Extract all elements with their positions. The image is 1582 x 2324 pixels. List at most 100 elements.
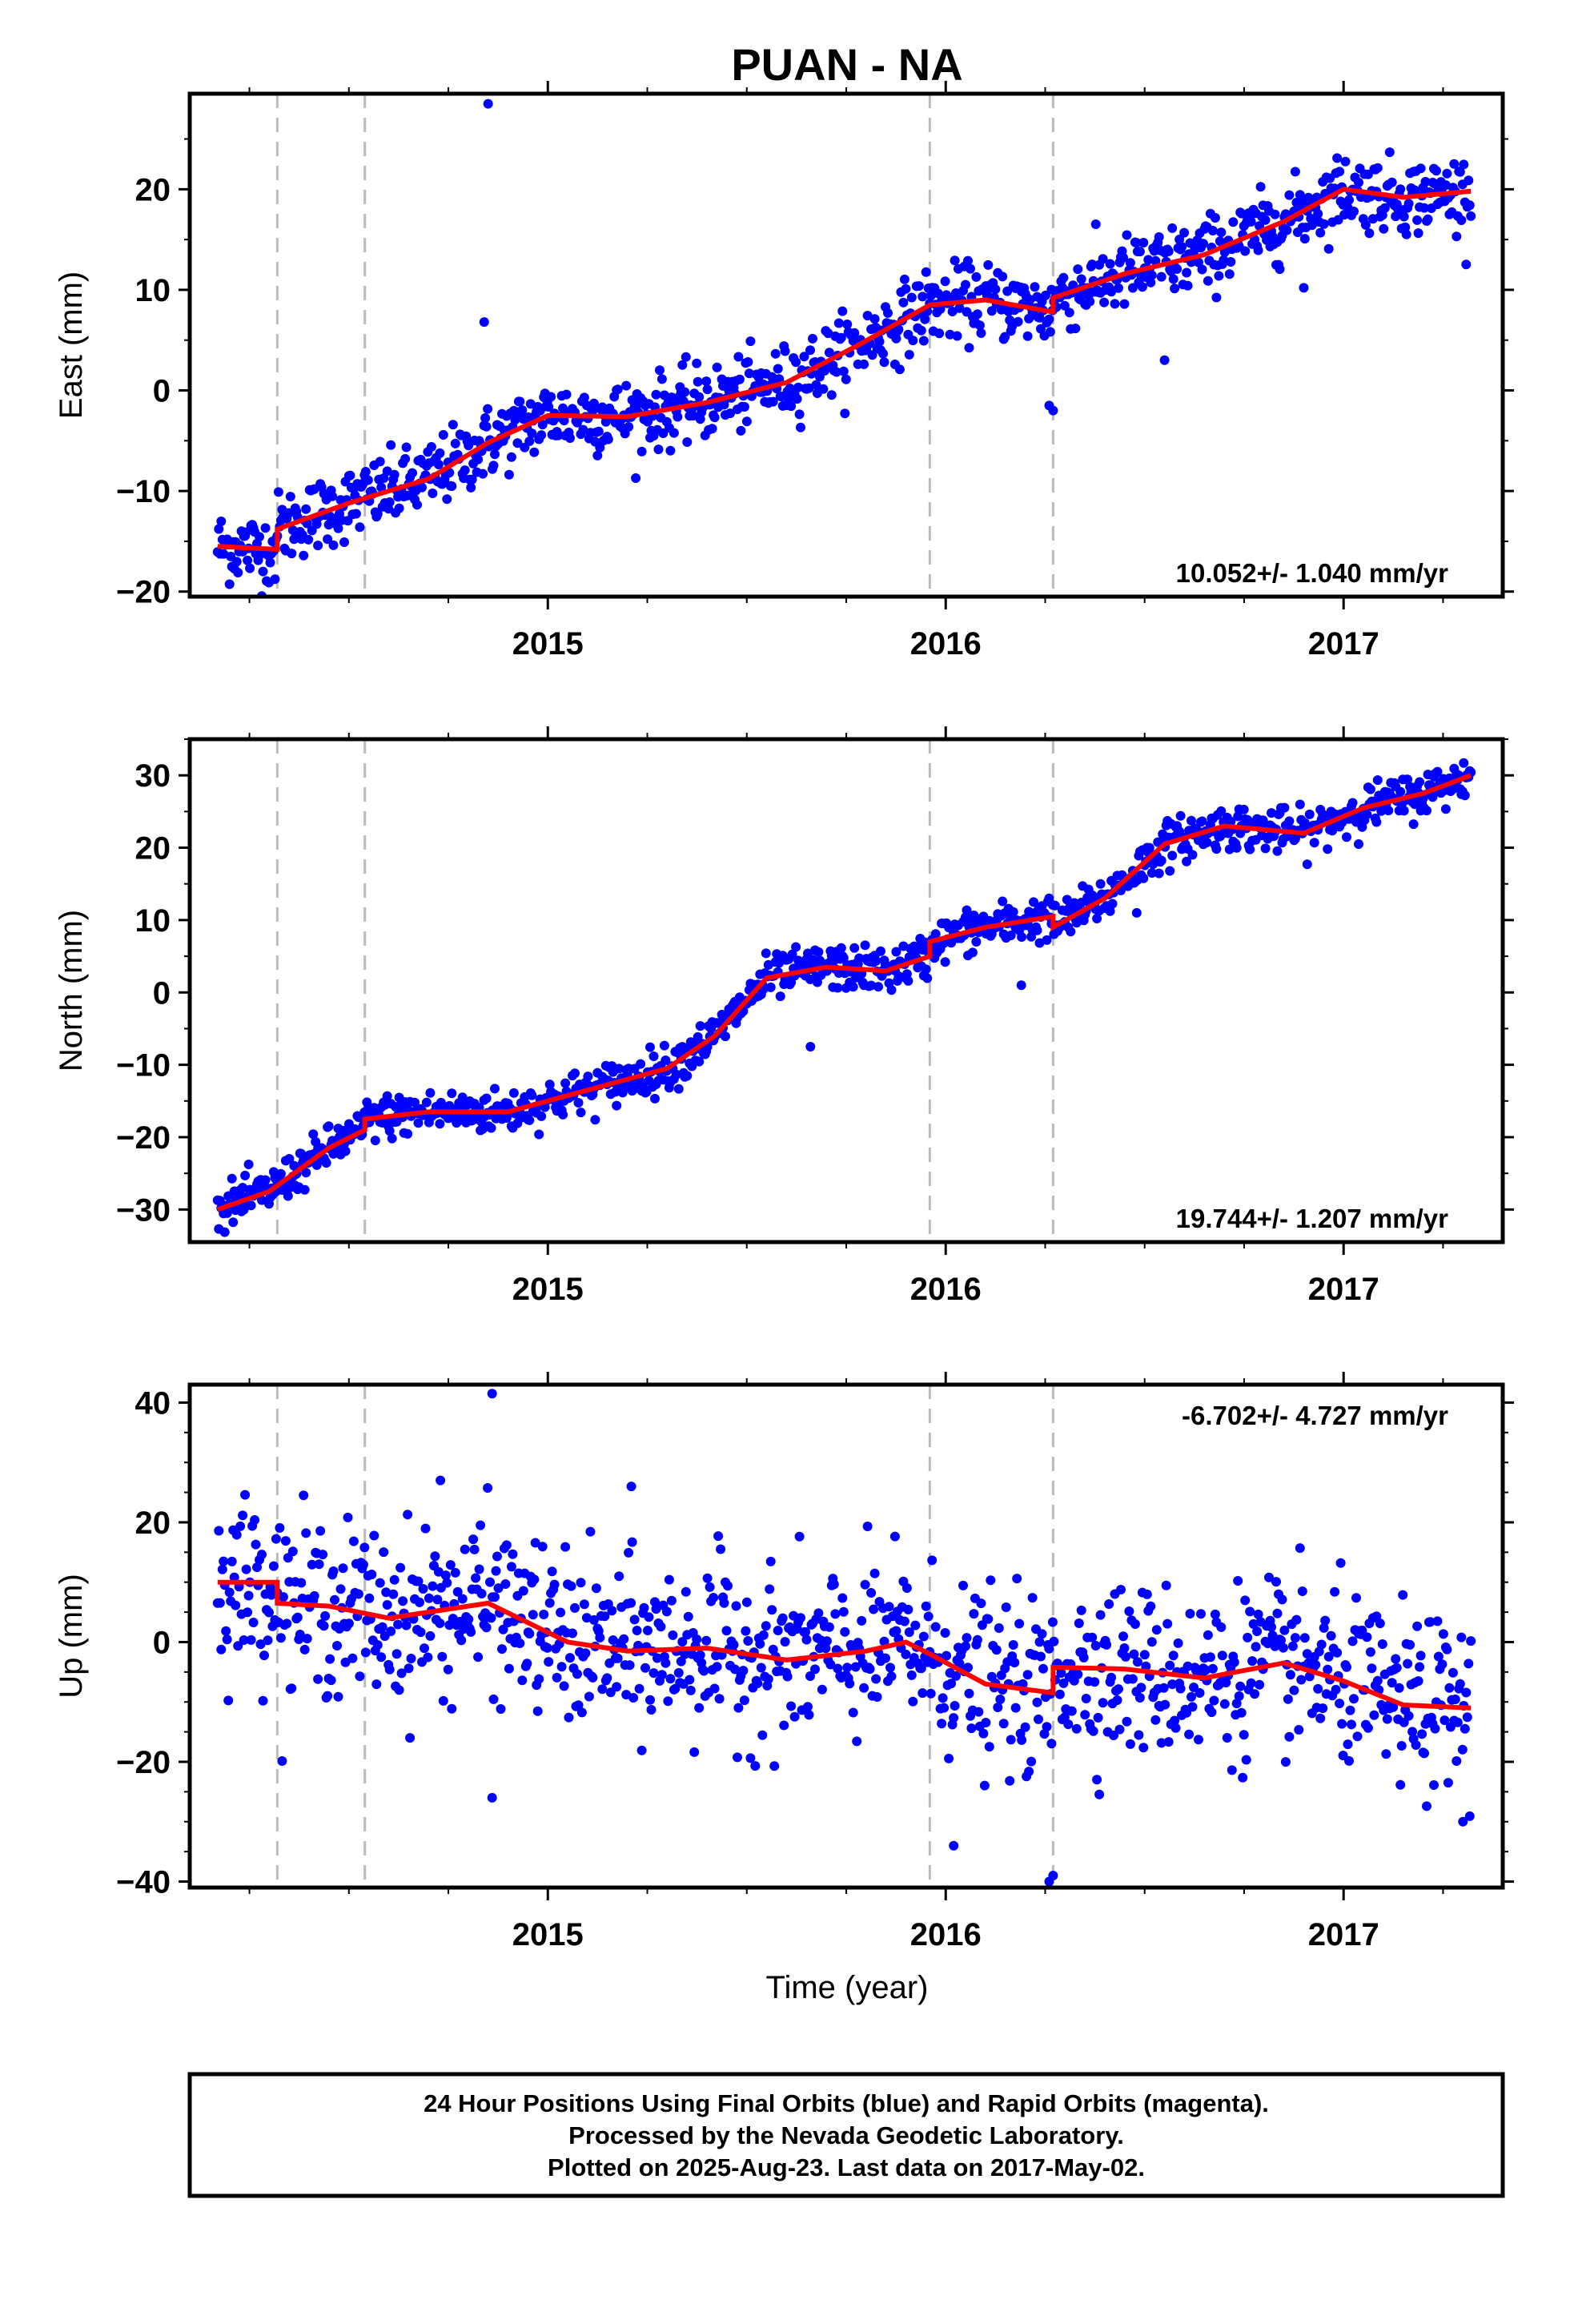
data-point (518, 1586, 528, 1596)
data-point (626, 1598, 636, 1608)
data-point (1216, 806, 1227, 816)
data-point (744, 368, 754, 379)
data-point (908, 1696, 918, 1707)
data-point (273, 487, 283, 497)
data-point (418, 1584, 428, 1594)
data-point (705, 1582, 715, 1592)
data-point (984, 1742, 994, 1752)
data-point (1114, 283, 1123, 293)
data-point (1224, 269, 1235, 279)
data-point (850, 1662, 861, 1672)
data-point (231, 1530, 242, 1540)
data-point (595, 1632, 605, 1642)
data-point (838, 366, 849, 376)
data-point (813, 1608, 824, 1618)
data-point (1236, 1707, 1247, 1718)
data-point (486, 1123, 496, 1133)
data-point (1022, 1670, 1033, 1680)
data-point (1379, 223, 1389, 234)
data-point (1449, 159, 1460, 169)
data-point (1344, 195, 1354, 205)
data-point (677, 1637, 688, 1647)
data-point (313, 1674, 323, 1684)
data-point (1205, 1652, 1215, 1663)
data-point (1038, 1663, 1048, 1674)
data-point-outlier (436, 1475, 446, 1486)
data-point (1182, 280, 1193, 291)
data-point (866, 1588, 877, 1598)
data-point (869, 314, 880, 324)
data-point (1139, 1650, 1150, 1660)
data-point (910, 1620, 921, 1630)
data-point (227, 1173, 237, 1184)
data-point (532, 1706, 543, 1716)
data-point (787, 949, 797, 959)
data-point (1260, 843, 1271, 854)
data-point (1387, 177, 1397, 187)
data-point (565, 1653, 575, 1663)
data-point (923, 1611, 934, 1622)
data-point (761, 1621, 771, 1631)
data-point (821, 1643, 831, 1654)
data-point (1399, 211, 1409, 222)
data-point (335, 1584, 346, 1594)
data-point (836, 943, 846, 953)
data-point (243, 1160, 254, 1169)
data-point (974, 320, 985, 331)
data-point (755, 1638, 765, 1649)
data-point (585, 1526, 596, 1537)
data-point (906, 292, 917, 303)
data-point (878, 348, 888, 359)
data-point (425, 1630, 436, 1641)
data-point (779, 1720, 789, 1731)
data-point (825, 1659, 836, 1670)
data-point (656, 1622, 666, 1632)
data-point (1461, 259, 1472, 270)
data-point (1073, 1669, 1083, 1679)
data-point (917, 1688, 928, 1699)
data-point (1313, 1683, 1323, 1694)
data-point (801, 1634, 812, 1645)
data-point-outlier (1159, 355, 1170, 365)
data-point (318, 1550, 328, 1560)
data-point (730, 1664, 740, 1675)
data-point (673, 412, 683, 422)
data-point (1034, 1714, 1043, 1724)
data-point (1349, 1694, 1359, 1704)
data-point (1433, 1651, 1443, 1662)
data-point (561, 389, 572, 400)
data-point (553, 430, 564, 440)
data-point (1156, 1738, 1166, 1748)
data-point (961, 1641, 970, 1651)
data-point (264, 1607, 274, 1618)
data-point (1371, 817, 1382, 827)
data-point (1427, 792, 1438, 802)
data-point-outlier (1016, 980, 1026, 991)
data-point (1251, 1642, 1261, 1652)
data-point (1154, 868, 1164, 879)
data-point (859, 1683, 869, 1693)
data-point (301, 1168, 311, 1178)
data-point (1315, 227, 1326, 238)
data-point (612, 1100, 622, 1111)
data-point (990, 284, 1001, 295)
footer-line-3: Plotted on 2025-Aug-23. Last data on 201… (548, 2153, 1145, 2181)
data-point-outlier (626, 1482, 636, 1492)
data-point (1175, 810, 1186, 821)
data-point (403, 1510, 413, 1520)
data-point (1342, 1662, 1351, 1672)
data-point (1017, 932, 1027, 942)
data-point (634, 1683, 644, 1694)
data-point (243, 1590, 254, 1601)
data-point (528, 1610, 538, 1620)
data-point (603, 434, 613, 444)
data-point (1415, 777, 1425, 787)
data-point (222, 1634, 232, 1645)
data-point (1240, 246, 1251, 256)
data-point (1464, 1811, 1475, 1821)
data-point (1447, 1667, 1458, 1678)
data-point (1087, 1632, 1098, 1642)
x-tick-label: 2016 (910, 626, 982, 661)
data-point (464, 1614, 474, 1624)
data-point (1295, 799, 1305, 810)
